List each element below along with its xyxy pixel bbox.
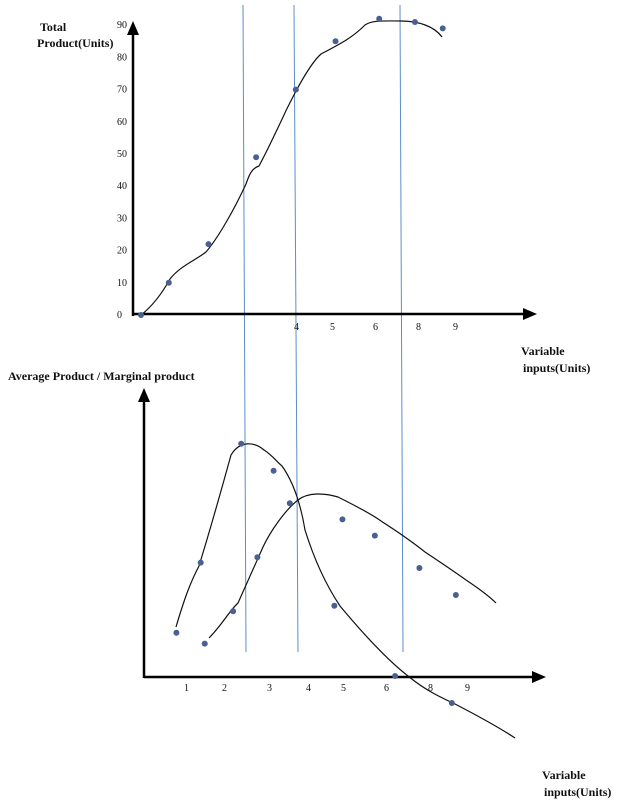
mp-data-point — [197, 559, 204, 566]
tp-data-point — [439, 25, 446, 32]
ap-data-point — [452, 592, 459, 598]
ap-data-point — [230, 608, 237, 615]
ap-data-point — [416, 565, 423, 571]
mp-data-point — [270, 467, 277, 474]
guide-line-2 — [293, 4, 299, 653]
ap-data-point — [254, 554, 261, 561]
tp-y-tick-label: 0 — [117, 310, 122, 321]
tp-y-tick-label: 20 — [117, 246, 127, 257]
tp-data-points — [138, 15, 446, 318]
tp-xlabel-line2: inputs(Units) — [523, 361, 590, 375]
tp-y-tick-label: 70 — [117, 85, 127, 96]
tp-data-point — [411, 18, 418, 25]
ap-mp-x-tick-label: 6 — [384, 683, 389, 694]
ap-mp-x-axis-arrowhead — [532, 671, 546, 683]
tp-y-tick-label: 60 — [117, 117, 127, 128]
mp-data-point — [331, 602, 338, 609]
tp-data-point — [165, 279, 172, 286]
tp-ylabel-line2: Product(Units) — [37, 36, 113, 50]
tp-curve — [140, 20, 443, 316]
ap-mp-x-tick-label: 1 — [184, 683, 189, 694]
ap-data-point — [201, 640, 208, 647]
ap-mp-x-tick-label: 5 — [341, 683, 346, 694]
tp-y-tick-label: 40 — [117, 181, 127, 192]
ap-mp-x-tick-label: 2 — [222, 683, 227, 694]
tp-x-tick-label: 5 — [330, 322, 335, 333]
ap-mp-x-tick-label: 4 — [306, 683, 311, 694]
vertical-guide-lines — [242, 4, 404, 653]
ap-data-point — [339, 516, 346, 523]
ap-curve — [208, 493, 497, 639]
tp-y-tick-label: 90 — [117, 20, 127, 31]
tp-y-tick-label: 80 — [117, 52, 127, 63]
mp-data-point — [448, 700, 455, 706]
tp-data-point — [332, 38, 339, 45]
mp-data-point — [238, 440, 245, 447]
tp-y-tick-labels: 0 10 20 30 40 50 60 70 80 90 — [117, 20, 127, 321]
ap-mp-data-points — [173, 440, 459, 706]
ap-mp-x-tick-label: 3 — [267, 683, 272, 694]
tp-y-tick-label: 50 — [117, 149, 127, 160]
mp-data-point — [173, 629, 180, 636]
guide-line-1 — [242, 4, 247, 653]
ap-mp-y-axis-arrowhead — [138, 388, 150, 402]
tp-x-tick-labels: 4 5 6 8 9 — [294, 322, 458, 333]
ap-mp-xlabel-line2: inputs(Units) — [544, 785, 611, 799]
tp-x-tick-label: 6 — [373, 322, 378, 333]
tp-xlabel-line1: Variable — [521, 344, 565, 358]
tp-x-tick-label: 8 — [416, 322, 421, 333]
guide-line-3 — [399, 4, 404, 653]
tp-data-point — [205, 241, 212, 248]
ap-data-point — [286, 500, 293, 507]
tp-x-tick-label: 4 — [294, 322, 299, 333]
total-product-chart: Total Product(Units) 0102030405060708090… — [37, 15, 590, 375]
tp-data-point — [253, 154, 260, 161]
tp-data-point — [376, 15, 383, 22]
tp-y-tick-label: 10 — [117, 278, 127, 289]
tp-data-point — [292, 86, 299, 93]
mp-curve — [175, 443, 516, 739]
ap-mp-x-tick-label: 9 — [465, 683, 470, 694]
mp-data-point — [392, 673, 399, 679]
tp-y-axis-arrowhead — [127, 21, 139, 35]
ap-mp-x-tick-labels: 1 2 3 4 5 6 8 9 — [184, 683, 470, 694]
tp-x-axis-arrowhead — [523, 308, 537, 320]
ap-mp-xlabel-line1: Variable — [542, 768, 586, 782]
ap-data-point — [371, 532, 378, 539]
tp-ylabel-line1: Total — [40, 20, 67, 34]
ap-mp-x-tick-label: 8 — [428, 683, 433, 694]
tp-y-tick-label: 30 — [117, 213, 127, 224]
tp-x-tick-label: 9 — [453, 322, 458, 333]
ap-mp-ylabel: Average Product / Marginal product — [8, 369, 195, 383]
tp-data-point — [138, 312, 144, 318]
ap-mp-chart: Average Product / Marginal product 1 2 3 4 5… — [8, 369, 611, 799]
